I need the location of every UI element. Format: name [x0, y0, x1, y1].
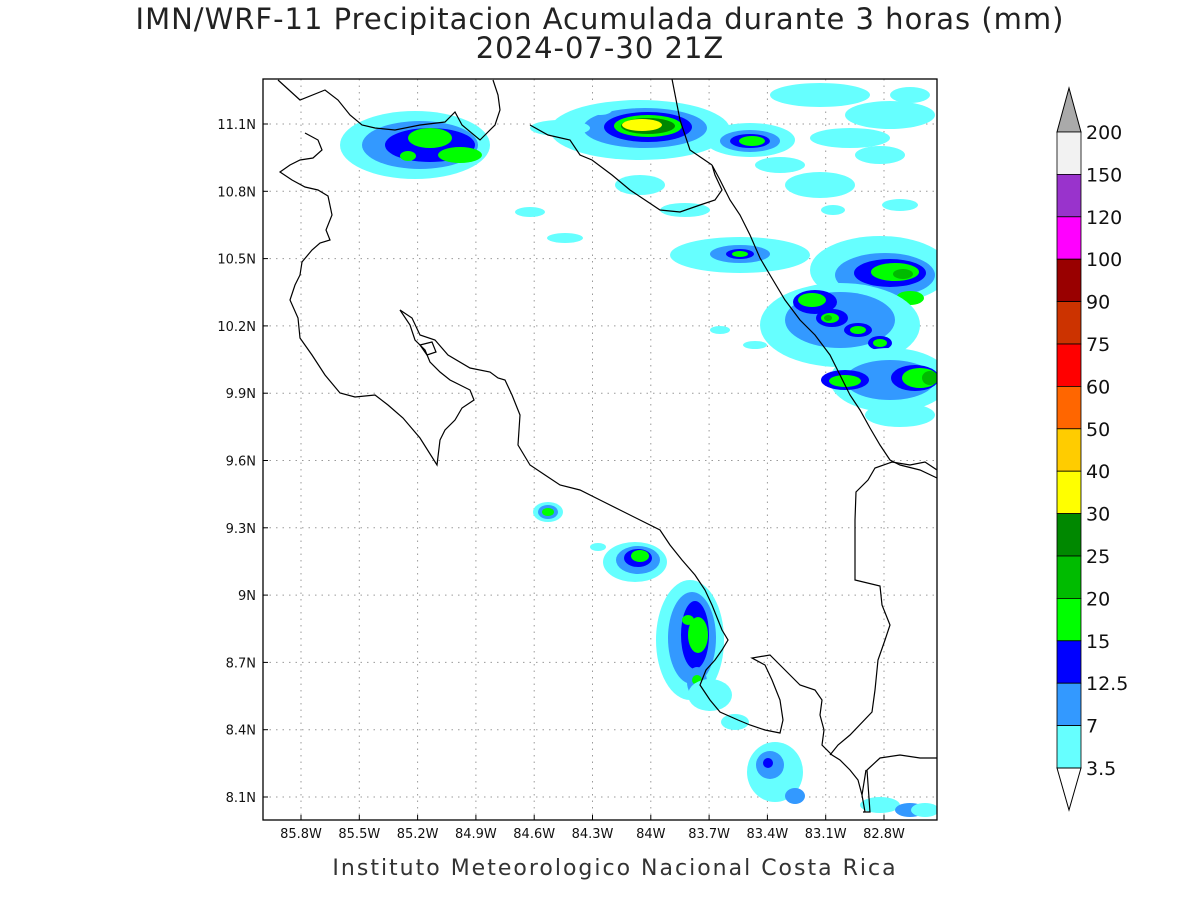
precip-cluster-north-east	[515, 83, 935, 243]
precip-cluster-caribbean	[670, 236, 937, 427]
colorbar-label: 75	[1086, 334, 1110, 356]
lat-tick-label: 9.9N	[226, 387, 256, 402]
lon-tick-label: 83.7W	[688, 827, 730, 842]
lat-tick-label: 9N	[238, 589, 256, 604]
colorbar-label: 7	[1086, 716, 1098, 738]
colorbar-label: 25	[1086, 546, 1110, 568]
lon-tick-label: 83.4W	[746, 827, 788, 842]
precip-cluster-pacific-south	[533, 502, 937, 817]
colorbar-label: 200	[1086, 122, 1122, 144]
colorbar-label: 120	[1086, 207, 1122, 229]
coastlines	[277, 79, 937, 813]
lon-tick-label: 85.8W	[280, 827, 322, 842]
precip-cluster-north-lake	[340, 111, 490, 179]
lon-tick-label: 84.3W	[572, 827, 614, 842]
lat-tick-label: 9.3N	[226, 522, 256, 537]
political-borders	[671, 79, 867, 796]
colorbar-swatch	[1056, 725, 1082, 769]
colorbar-label: 60	[1086, 376, 1110, 398]
lat-tick-label: 8.4N	[226, 724, 256, 739]
lon-tick-label: 84W	[636, 827, 666, 842]
colorbar: 200 150 120 100 90 75 60 50 40 30 25 20 15 12.5 7 3.5	[1056, 86, 1128, 812]
longitude-labels: 85.8W 85.5W 85.2W 84.9W 84.6W 84.3W 84W 83.7W 83…	[280, 827, 905, 842]
lat-tick-label: 10.5N	[217, 253, 256, 268]
lon-tick-label: 82.8W	[863, 827, 905, 842]
colorbar-swatch	[1056, 555, 1082, 599]
colorbar-label: 20	[1086, 588, 1110, 610]
lat-tick-label: 11.1N	[217, 118, 256, 133]
colorbar-swatch	[1056, 173, 1082, 218]
colorbar-swatch	[1056, 682, 1082, 727]
colorbar-swatch	[1056, 385, 1082, 430]
lon-tick-label: 85.2W	[397, 827, 439, 842]
colorbar-swatch	[1056, 470, 1082, 515]
colorbar-label: 100	[1086, 249, 1122, 271]
colorbar-label: 3.5	[1086, 758, 1116, 780]
credit-footer: Instituto Meteorologico Nacional Costa R…	[332, 856, 898, 881]
precipitation-field	[340, 83, 937, 817]
colorbar-label: 90	[1086, 292, 1110, 314]
colorbar-swatch	[1056, 513, 1082, 557]
colorbar-label: 50	[1086, 419, 1110, 441]
lat-tick-label: 8.7N	[226, 656, 256, 671]
lon-tick-label: 85.5W	[338, 827, 380, 842]
colorbar-label: 40	[1086, 461, 1110, 483]
precip-cluster-north-center	[530, 100, 730, 160]
colorbar-swatch	[1056, 428, 1082, 472]
plot-frame	[262, 78, 938, 821]
colorbar-swatch	[1056, 131, 1082, 175]
lat-tick-label: 10.2N	[217, 320, 256, 335]
colorbar-label: 15	[1086, 631, 1110, 653]
lon-tick-label: 84.6W	[513, 827, 555, 842]
lat-tick-label: 10.8N	[217, 185, 256, 200]
colorbar-swatch	[1056, 216, 1082, 260]
map-title: IMN/WRF-11 Precipitacion Acumulada duran…	[135, 2, 1065, 36]
lat-tick-label: 8.1N	[226, 791, 256, 806]
colorbar-over-triangle	[1056, 86, 1082, 133]
colorbar-label: 12.5	[1086, 673, 1128, 695]
colorbar-swatch	[1056, 598, 1082, 642]
map-date: 2024-07-30 21Z	[475, 31, 725, 65]
lon-tick-label: 83.1W	[805, 827, 847, 842]
lat-tick-label: 9.6N	[226, 455, 256, 470]
latitude-labels: 11.1N 10.8N 10.5N 10.2N 9.9N 9.6N 9.3N 9N 8.7N 8.…	[217, 118, 256, 806]
colorbar-label: 30	[1086, 504, 1110, 526]
colorbar-swatch	[1056, 343, 1082, 387]
lon-tick-label: 84.9W	[455, 827, 497, 842]
colorbar-swatch	[1056, 258, 1082, 303]
colorbar-swatch	[1056, 640, 1082, 684]
colorbar-swatch	[1056, 301, 1082, 345]
colorbar-under-triangle	[1056, 767, 1082, 812]
colorbar-label: 150	[1086, 164, 1122, 186]
